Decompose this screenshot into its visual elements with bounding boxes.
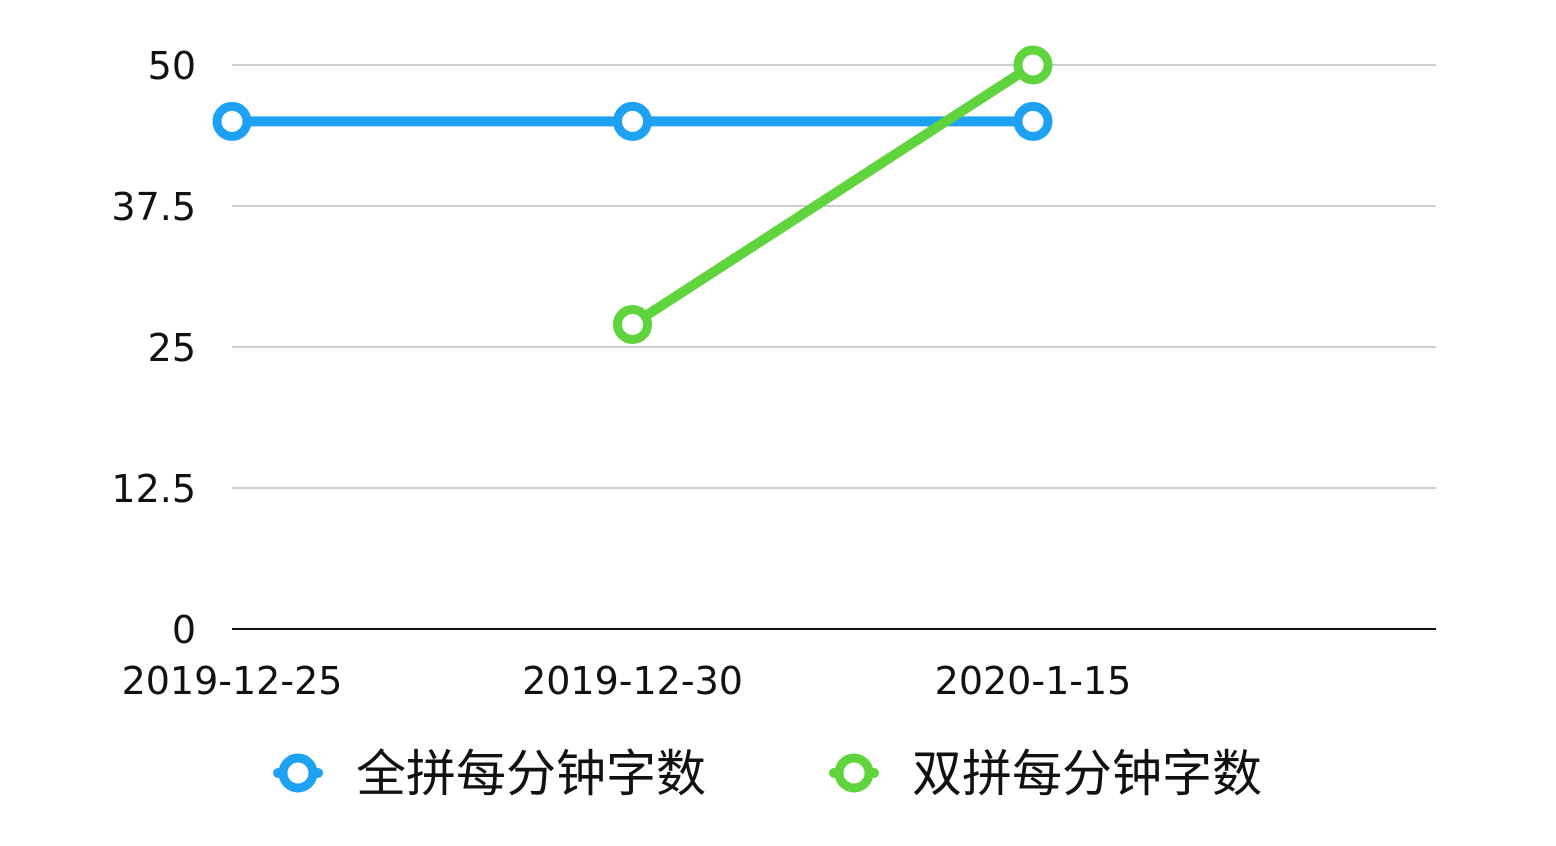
legend-swatch-marker [834, 753, 874, 793]
grid-lines [232, 64, 1436, 630]
axis: 0 12.5 25 37.5 50 2019-12-25 2019-12-30 2020-1-… [111, 44, 1131, 703]
y-tick-label: 25 [148, 326, 196, 370]
legend: 全拼每分钟字数 双拼每分钟字数 [273, 745, 1262, 803]
x-tick-label: 2020-1-15 [935, 659, 1132, 703]
data-point [613, 304, 652, 344]
y-tick-label: 50 [148, 44, 196, 88]
y-tick-label: 37.5 [111, 185, 196, 229]
y-tick-label: 0 [172, 608, 196, 652]
data-point [1013, 101, 1053, 141]
y-tick-label: 12.5 [111, 467, 196, 511]
data-point [212, 101, 252, 141]
data-points [212, 45, 1053, 344]
x-tick-label: 2019-12-25 [122, 659, 343, 703]
legend-label: 双拼每分钟字数 [912, 745, 1262, 803]
legend-label: 全拼每分钟字数 [356, 745, 706, 803]
x-tick-label: 2019-12-30 [522, 659, 743, 703]
data-point [1013, 45, 1053, 85]
legend-swatch-marker [278, 753, 318, 793]
series-line [627, 60, 1038, 330]
data-point [613, 101, 652, 141]
